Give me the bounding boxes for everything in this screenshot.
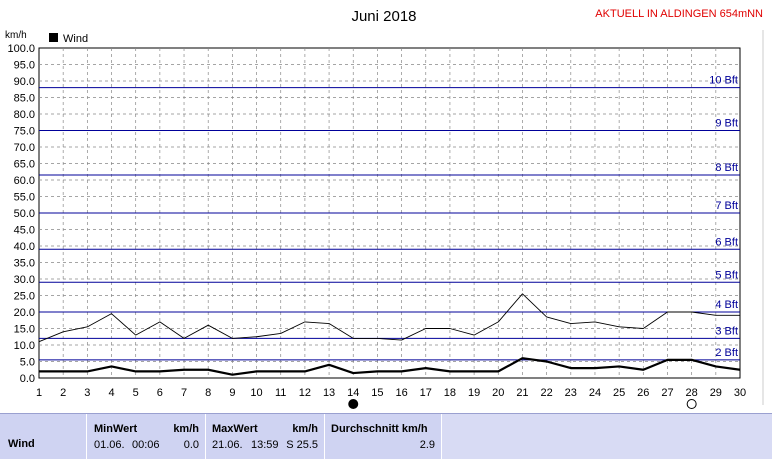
min-value: 0.0 [183, 439, 199, 451]
y-tick-label: 25.0 [14, 291, 35, 303]
beaufort-label: 7 Bft [715, 200, 738, 212]
x-tick-label: 1 [36, 387, 42, 399]
series-line-wind [39, 357, 741, 376]
x-tick-label: 19 [468, 387, 480, 399]
legend-swatch [49, 33, 58, 42]
legend-label: Wind [63, 33, 88, 45]
x-tick-label: 12 [299, 387, 311, 399]
y-tick-label: 85.0 [14, 93, 35, 105]
x-tick-label: 3 [84, 387, 90, 399]
beaufort-label: 8 Bft [715, 162, 738, 174]
y-tick-label: 90.0 [14, 76, 35, 88]
x-tick-label: 7 [181, 387, 187, 399]
x-tick-label: 25 [613, 387, 625, 399]
x-tick-label: 4 [108, 387, 114, 399]
x-tick-label: 10 [250, 387, 262, 399]
x-tick-label: 20 [492, 387, 504, 399]
beaufort-label: 3 Bft [715, 325, 738, 337]
avg-header: Durchschnitt km/h [331, 423, 428, 435]
max-date: 21.06. [212, 439, 243, 451]
y-tick-label: 5.0 [20, 357, 35, 369]
y-tick-label: 100.0 [7, 43, 35, 55]
y-tick-label: 70.0 [14, 142, 35, 154]
x-tick-label: 11 [275, 387, 286, 399]
beaufort-label: 2 Bft [715, 347, 738, 359]
stats-empty-cell [442, 414, 772, 459]
stats-label-cell: Wind [0, 414, 87, 459]
y-tick-label: 75.0 [14, 126, 35, 138]
y-tick-label: 50.0 [14, 208, 35, 220]
y-tick-label: 95.0 [14, 60, 35, 72]
x-tick-label: 16 [395, 387, 407, 399]
max-unit: km/h [292, 423, 318, 435]
min-header: MinWert [94, 423, 138, 435]
min-date: 01.06. [94, 439, 125, 451]
y-axis-unit: km/h [5, 30, 27, 41]
y-tick-label: 0.0 [20, 373, 35, 385]
y-tick-label: 40.0 [14, 241, 35, 253]
beaufort-label: 10 Bft [709, 75, 738, 87]
beaufort-label: 9 Bft [715, 118, 738, 130]
stats-row-label: Wind [8, 438, 35, 450]
y-tick-label: 80.0 [14, 109, 35, 121]
y-tick-label: 65.0 [14, 159, 35, 171]
y-tick-label: 10.0 [14, 340, 35, 352]
stats-min-cell: MinWert km/h 01.06. 00:06 0.0 [87, 414, 206, 459]
series-line-gust [38, 293, 740, 343]
x-tick-label: 22 [540, 387, 552, 399]
x-tick-label: 14 [347, 387, 359, 399]
y-tick-label: 45.0 [14, 225, 35, 237]
x-tick-label: 6 [157, 387, 163, 399]
stats-max-cell: MaxWert km/h 21.06. 13:59 S 25.5 [206, 414, 325, 459]
max-value: S 25.5 [286, 439, 318, 451]
min-unit: km/h [173, 423, 199, 435]
y-tick-label: 35.0 [14, 258, 35, 270]
beaufort-label: 6 Bft [715, 236, 738, 248]
x-tick-label: 24 [589, 387, 601, 399]
x-tick-label: 18 [444, 387, 456, 399]
avg-value: 2.9 [419, 439, 435, 451]
wind-chart: Juni 2018 AKTUELL IN ALDINGEN 654mNN km/… [5, 8, 764, 409]
beaufort-label: 4 Bft [715, 299, 738, 311]
y-tick-label: 60.0 [14, 175, 35, 187]
x-tick-label: 29 [710, 387, 722, 399]
chart-title: Juni 2018 [351, 8, 416, 25]
min-time: 00:06 [132, 439, 160, 451]
station-label: AKTUELL IN ALDINGEN 654mNN [595, 8, 763, 20]
x-tick-label: 8 [205, 387, 211, 399]
x-tick-label: 21 [516, 387, 528, 399]
stats-avg-cell: Durchschnitt km/h 2.9 [325, 414, 442, 459]
new-moon-icon [348, 399, 359, 409]
x-tick-label: 9 [229, 387, 235, 399]
beaufort-label: 5 Bft [715, 269, 738, 281]
x-tick-label: 23 [565, 387, 577, 399]
x-tick-label: 28 [686, 387, 698, 399]
y-tick-label: 55.0 [14, 192, 35, 204]
x-tick-label: 17 [420, 387, 432, 399]
x-tick-label: 26 [637, 387, 649, 399]
y-tick-label: 15.0 [14, 324, 35, 336]
x-tick-label: 30 [734, 387, 746, 399]
x-tick-label: 2 [60, 387, 66, 399]
x-tick-label: 5 [133, 387, 139, 399]
max-header: MaxWert [212, 423, 258, 435]
max-time: 13:59 [251, 439, 279, 451]
full-moon-icon [686, 399, 697, 409]
x-tick-label: 27 [661, 387, 673, 399]
stats-panel: Wind MinWert km/h 01.06. 00:06 0.0 MaxWe… [0, 413, 772, 459]
y-tick-label: 20.0 [14, 307, 35, 319]
x-tick-label: 13 [323, 387, 335, 399]
x-tick-label: 15 [371, 387, 383, 399]
y-tick-label: 30.0 [14, 274, 35, 286]
